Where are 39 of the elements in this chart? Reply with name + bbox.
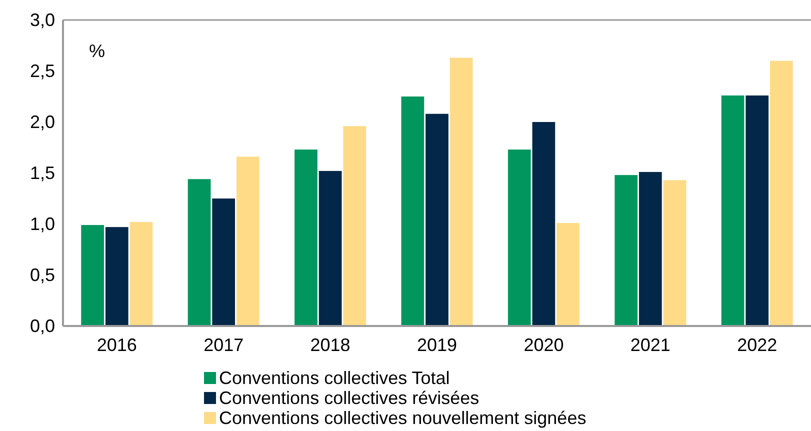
bar (212, 198, 236, 326)
y-tick-label: 0,0 (30, 316, 55, 336)
bar (450, 58, 473, 326)
bar (105, 227, 128, 326)
y-tick-label: 2,5 (30, 60, 55, 81)
x-tick-label: 2018 (310, 334, 350, 355)
y-tick-label: 3,0 (30, 10, 55, 30)
bar (614, 175, 638, 326)
bar (508, 150, 531, 326)
y-tick-label: 1,5 (30, 162, 55, 183)
x-tick-label: 2017 (204, 334, 244, 355)
x-tick-label: 2019 (416, 334, 458, 355)
legend-label: Conventions collectives révisées (219, 388, 480, 408)
bar (294, 150, 318, 326)
bar (638, 172, 662, 326)
x-tick-label: 2022 (737, 334, 778, 355)
legend-label: Conventions collectives nouvellement signées (219, 408, 586, 428)
bar (721, 95, 744, 326)
bar (130, 222, 153, 326)
bar (318, 170, 342, 326)
x-tick-label: 2021 (630, 334, 670, 355)
bar (532, 122, 556, 326)
legend-label: Conventions collectives Total (219, 368, 450, 388)
annotation: % (89, 41, 106, 61)
bar (770, 60, 793, 326)
bar (236, 156, 260, 326)
bar (81, 225, 104, 326)
bar (663, 180, 686, 326)
bar (556, 222, 580, 326)
y-tick-label: 0,5 (30, 264, 55, 285)
bar (401, 96, 424, 326)
bar (746, 95, 769, 326)
y-tick-label: 1,0 (30, 214, 55, 234)
bar (426, 114, 448, 326)
x-tick-label: 2016 (96, 334, 137, 355)
bar (343, 126, 366, 326)
bar (188, 179, 211, 326)
x-tick-label: 2020 (524, 334, 564, 355)
y-tick-label: 2,0 (30, 112, 55, 132)
